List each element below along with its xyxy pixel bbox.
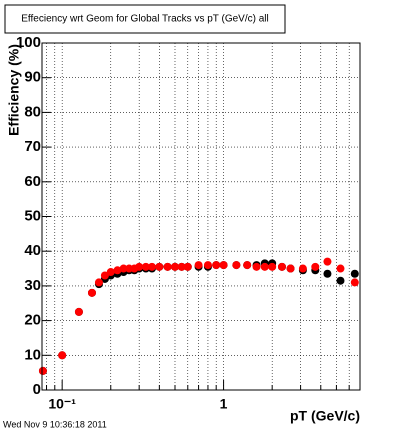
point [147,262,156,271]
point [243,261,252,270]
point [74,307,83,316]
point [135,262,144,271]
point [183,262,192,271]
point [219,261,228,270]
point [232,261,241,270]
point [141,262,150,271]
point [58,351,67,360]
point [87,288,96,297]
point [268,262,277,271]
y-tick-label: 80 [24,103,41,120]
x-tick-label: 10⁻¹ [48,396,76,412]
point [177,262,186,271]
x-axis-label: pT (GeV/c) [290,408,360,424]
title-box [4,4,286,34]
point [350,278,359,287]
timestamp: Wed Nov 9 10:36:18 2011 [3,419,107,429]
point [155,262,164,271]
point [336,276,345,285]
point [163,262,172,271]
y-tick-label: 20 [24,312,41,329]
plot-frame [41,42,361,391]
point [311,262,320,271]
plot-area: 0 10 20 30 40 50 60 70 80 90 100 10⁻¹ 1 [16,34,361,412]
point [170,262,179,271]
point [106,268,115,277]
point [323,257,332,266]
chart-title: Effeciency wrt Geom for Global Tracks vs… [21,14,269,25]
point [212,261,221,270]
x-tick-label: 1 [220,396,228,412]
y-tick-label: 90 [24,69,41,86]
point [100,271,109,280]
point [350,269,359,278]
y-tick-label: 60 [24,173,41,190]
point [286,264,295,273]
point [277,262,286,271]
point [113,266,122,275]
y-tick-label: 40 [24,242,41,259]
point [260,262,269,271]
point [38,366,47,375]
y-tick-label: 0 [33,381,41,398]
y-tick-label: 100 [16,34,41,51]
point [323,269,332,278]
y-tick-label: 50 [24,207,41,224]
y-tick-label: 70 [24,138,41,155]
point [298,264,307,273]
y-axis-label: Efficiency (%) [6,44,22,136]
point [119,264,128,273]
point [252,262,261,271]
point [194,261,203,270]
point [203,261,212,270]
y-tick-label: 30 [24,277,41,294]
point [336,264,345,273]
y-tick-label: 10 [24,346,41,363]
point [94,278,103,287]
